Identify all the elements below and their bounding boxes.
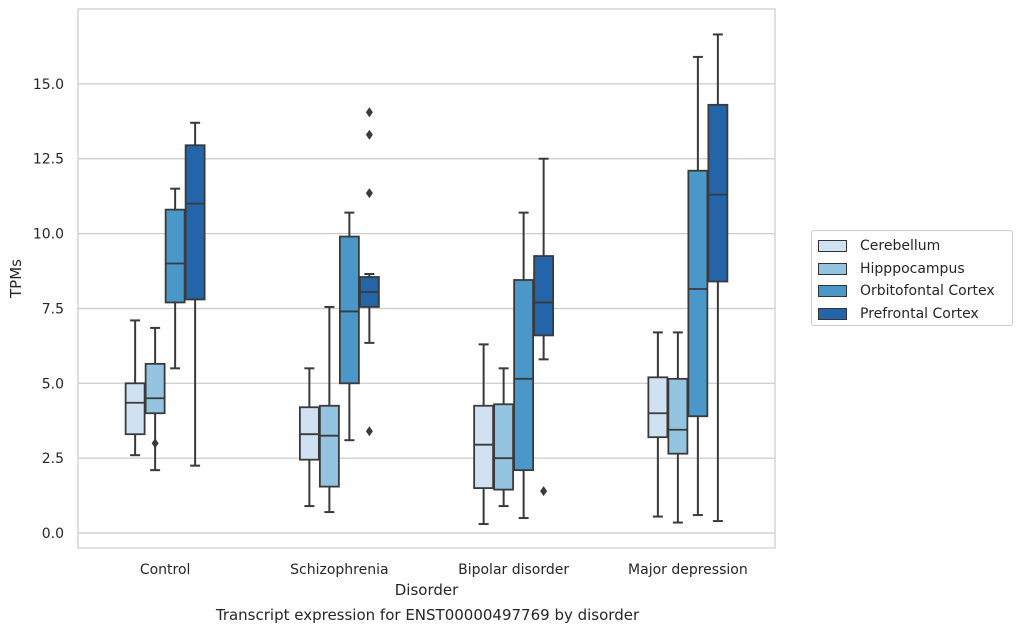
outlier-marker — [365, 129, 373, 140]
box-orbitofontal-cortex — [687, 55, 709, 517]
y-tick-label: 5.0 — [42, 376, 64, 392]
legend-item: Prefrontal Cortex — [818, 303, 1012, 326]
iqr-box — [707, 103, 729, 283]
y-tick-label: 2.5 — [42, 451, 64, 467]
y-tick-label: 15.0 — [33, 77, 64, 93]
box-orbitofontal-cortex — [164, 187, 186, 370]
box-prefrontal-cortex — [707, 33, 729, 523]
legend-swatch — [818, 285, 847, 298]
iqr-box — [164, 208, 186, 304]
iqr-box — [473, 404, 495, 490]
box-cerebellum — [298, 367, 320, 508]
legend-item: Orbitofontal Cortex — [818, 280, 1012, 303]
x-tick-label: Major depression — [628, 562, 748, 578]
iqr-box — [647, 376, 669, 439]
box-hipppocampus — [493, 367, 515, 508]
legend-swatch — [818, 262, 847, 275]
legend-label: Prefrontal Cortex — [860, 305, 979, 322]
box-cerebellum — [124, 319, 146, 457]
legend-item: Hipppocampus — [818, 258, 1012, 281]
y-tick-label: 12.5 — [33, 152, 64, 168]
y-tick-label: 7.5 — [42, 301, 64, 317]
box-prefrontal-cortex — [358, 107, 380, 437]
iqr-box — [687, 169, 709, 418]
box-hipppocampus — [318, 305, 340, 514]
y-tick-label: 10.0 — [33, 227, 64, 243]
x-axis-title: Disorder — [395, 581, 459, 599]
x-tick-label: Bipolar disorder — [458, 562, 569, 578]
legend-label: Cerebellum — [860, 238, 941, 255]
box-hipppocampus — [144, 326, 166, 472]
iqr-box — [124, 382, 146, 436]
y-tick-label: 0.0 — [42, 526, 64, 542]
box-orbitofontal-cortex — [338, 211, 360, 442]
outlier-marker — [365, 107, 373, 118]
grid-lines — [78, 83, 775, 534]
legend-swatch — [818, 240, 847, 253]
y-axis-title: TPMs — [7, 259, 25, 299]
iqr-box — [338, 235, 360, 385]
chart-caption: Transcript expression for ENST0000049776… — [215, 606, 640, 624]
x-tick-label: Schizophrenia — [290, 562, 388, 578]
iqr-box — [144, 362, 166, 415]
x-tick-labels: Control Schizophrenia Bipolar disorder Majo… — [140, 562, 748, 578]
iqr-box — [318, 404, 340, 488]
plot-frame — [77, 8, 776, 549]
box-prefrontal-cortex — [184, 121, 206, 467]
y-tick-labels: 0.0 2.5 5.0 7.5 10.0 12.5 15.0 — [33, 77, 64, 542]
legend-swatch — [818, 307, 847, 320]
iqr-box — [184, 144, 206, 301]
iqr-box — [533, 255, 555, 337]
iqr-box — [513, 279, 535, 472]
legend-label: Hipppocampus — [860, 260, 965, 277]
legend-item: Cerebellum — [818, 235, 1012, 258]
iqr-box — [667, 377, 689, 455]
box-cerebellum — [473, 343, 495, 526]
box-cerebellum — [647, 331, 669, 518]
outlier-marker — [540, 486, 548, 497]
outlier-marker — [365, 426, 373, 437]
iqr-box — [493, 403, 515, 491]
outlier-marker — [151, 438, 159, 449]
box-orbitofontal-cortex — [513, 211, 535, 520]
legend-label: Orbitofontal Cortex — [860, 283, 995, 300]
box-prefrontal-cortex — [533, 157, 555, 497]
outlier-marker — [365, 188, 373, 199]
box-hipppocampus — [667, 331, 689, 524]
legend: Cerebellum Hipppocampus Orbitofontal Corte… — [811, 230, 1013, 326]
box-layer — [124, 33, 729, 526]
x-tick-label: Control — [140, 562, 191, 578]
